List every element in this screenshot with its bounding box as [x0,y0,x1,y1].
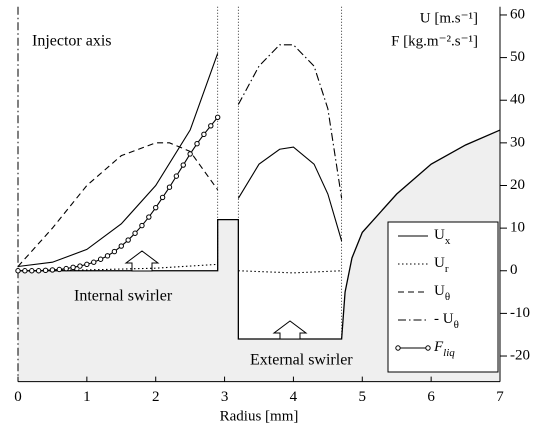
marker [125,237,131,243]
marker [187,151,193,157]
x-tick-label: 5 [359,389,367,405]
arrow [272,320,308,340]
legend-label: Ur [434,255,449,274]
marker [42,267,49,274]
y-tick-label: 60 [510,6,525,22]
series-line [238,270,342,274]
wall-line [18,129,501,340]
annotation: External swirler [250,352,353,369]
x-tick-label: 4 [290,389,298,405]
legend-label: Ux [434,227,451,246]
y-tick-label: 10 [510,220,525,236]
y-axis-label: F [kg.m⁻².s⁻¹] [391,33,478,49]
legend-marker [395,345,401,351]
legend-box [387,221,499,373]
marker [111,248,118,255]
marker [35,268,42,274]
legend-label: Uθ [434,283,450,302]
wall-area [18,130,500,382]
x-tick-label: 3 [221,389,229,405]
x-tick-label: 1 [83,389,91,405]
marker [173,173,180,179]
series-line [18,116,219,272]
x-tick-label: 0 [14,389,22,405]
y-tick-label: 20 [510,177,525,193]
marker [159,194,166,201]
marker [84,261,90,268]
y-tick-label: 50 [510,49,525,65]
x-axis-label: Radius [mm] [220,408,299,424]
y-tick-label: -10 [510,305,530,321]
series-line [237,146,343,242]
marker [29,268,35,274]
marker [146,214,152,220]
y-tick-label: 0 [510,262,518,278]
marker [180,162,186,168]
arrow [124,250,160,272]
marker [97,256,104,262]
y-tick-label: -20 [510,347,530,363]
marker [77,263,83,269]
marker [118,243,124,249]
series-line [237,44,343,199]
marker [194,141,200,147]
marker [139,222,145,229]
x-tick-label: 7 [496,389,504,405]
marker [22,268,28,274]
legend-label: Fliq [433,339,455,358]
marker [208,123,214,129]
series-line [17,263,218,272]
marker [56,266,63,273]
marker [15,268,21,274]
series-line [17,53,219,268]
y-tick-label: 40 [510,92,525,108]
x-tick-label: 6 [427,389,435,405]
legend-marker [425,345,431,351]
marker [214,114,221,120]
annotation: Injector axis [32,33,112,50]
background [18,129,501,382]
marker [70,264,76,271]
annotation: Internal swirler [74,288,173,305]
marker [201,131,207,138]
series-line [17,142,219,267]
marker [49,267,56,273]
marker [153,204,159,211]
y-axis-label: U [m.s⁻¹] [420,10,478,26]
marker [104,253,111,259]
marker [132,230,138,236]
y-tick-label: 30 [510,134,525,150]
marker [91,259,97,265]
legend-label: - Uθ [434,311,459,330]
x-tick-label: 2 [152,389,160,405]
marker [166,184,173,190]
marker [63,265,69,272]
